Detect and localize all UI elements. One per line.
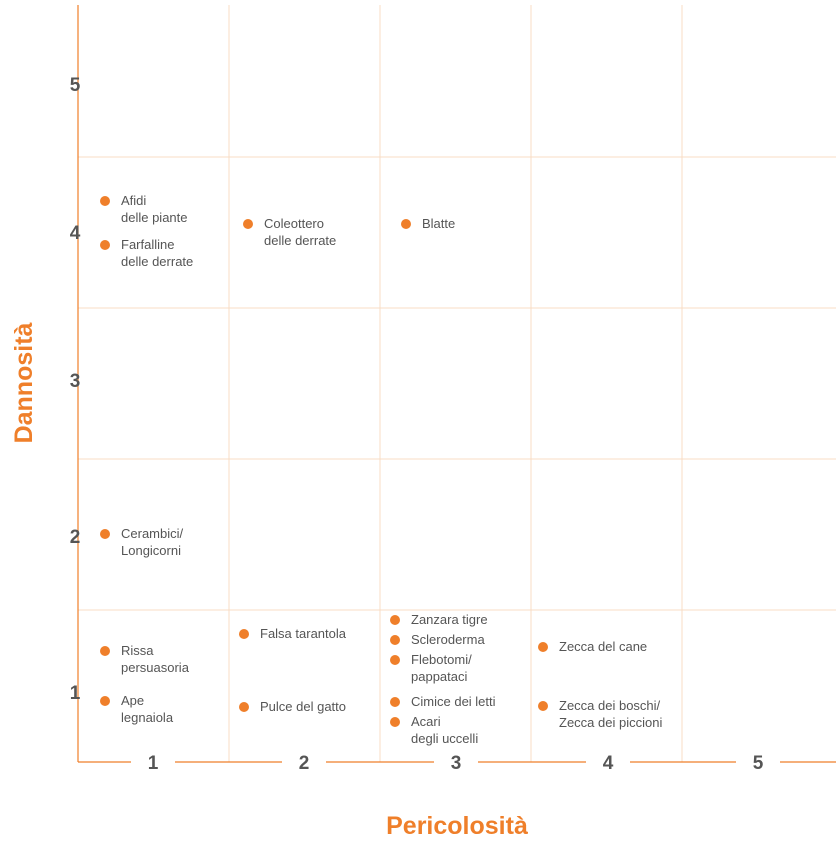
data-point-label: Zecca del cane [559, 639, 647, 654]
x-tick-label: 3 [451, 753, 462, 774]
x-tick-label: 2 [299, 753, 310, 774]
x-tick-label: 4 [603, 753, 614, 774]
y-tick-label: 4 [70, 223, 81, 244]
x-axis-title: Pericolosità [386, 812, 528, 840]
data-point-label: Scleroderma [411, 632, 485, 647]
data-point [390, 655, 400, 665]
data-point-label: Flebotomi/pappataci [411, 652, 472, 684]
data-point [390, 615, 400, 625]
data-point [401, 219, 411, 229]
data-point [100, 196, 110, 206]
data-point-label: Falsa tarantola [260, 626, 347, 641]
data-point-label: Zecca dei boschi/Zecca dei piccioni [559, 698, 662, 730]
data-point-label: Coleottero delle derrate [264, 216, 336, 248]
x-tick-label: 1 [148, 753, 159, 774]
data-point [538, 701, 548, 711]
data-point-label: Acari degli uccelli [411, 714, 478, 746]
data-point [390, 697, 400, 707]
data-point [239, 629, 249, 639]
data-point [390, 717, 400, 727]
y-tick-label: 5 [70, 75, 81, 96]
data-point-label: Afidi delle piante [121, 193, 188, 225]
data-point-label: Ape legnaiola [121, 693, 174, 725]
data-point-label: Zanzara tigre [411, 612, 488, 627]
data-point [243, 219, 253, 229]
data-point [538, 642, 548, 652]
data-point [100, 696, 110, 706]
x-tick-label: 5 [753, 753, 764, 774]
data-point-label: Rissa persuasoria [121, 643, 190, 675]
data-point-label: Cerambici/Longicorni [121, 526, 184, 558]
data-point-label: Cimice dei letti [411, 694, 496, 709]
data-point [239, 702, 249, 712]
y-tick-label: 2 [70, 527, 81, 548]
data-point [100, 529, 110, 539]
y-tick-label: 3 [70, 371, 81, 392]
y-axis-title: Dannosità [10, 322, 38, 443]
data-point-label: Pulce del gatto [260, 699, 346, 714]
data-point [100, 646, 110, 656]
data-point [100, 240, 110, 250]
y-tick-label: 1 [70, 683, 81, 704]
data-point-label: Farfalline delle derrate [121, 237, 193, 269]
data-point [390, 635, 400, 645]
data-point-label: Blatte [422, 216, 455, 231]
